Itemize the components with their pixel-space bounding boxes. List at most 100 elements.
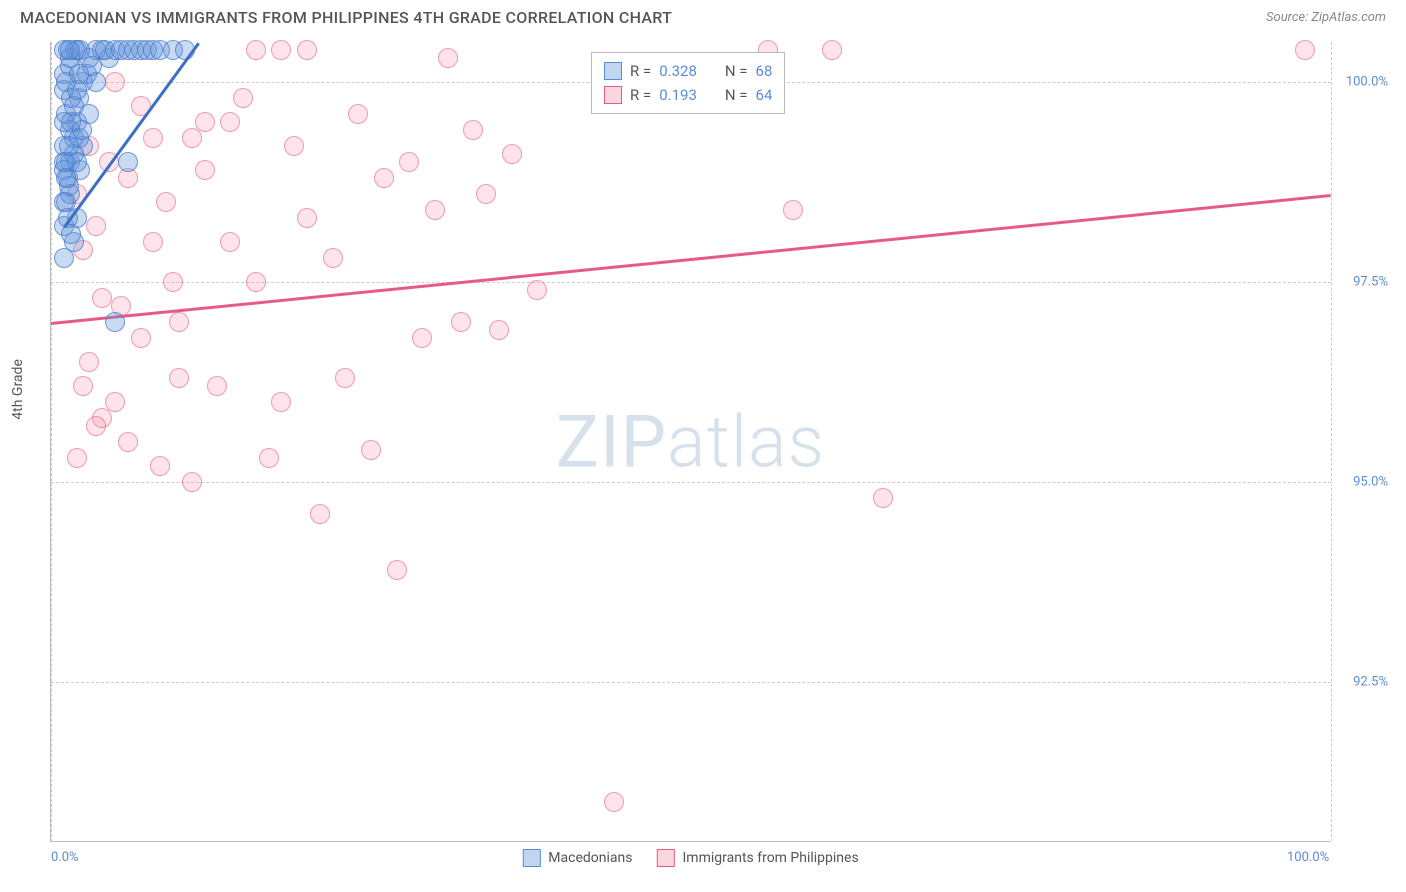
chart-container: 4th Grade ZIPatlas 92.5%95.0%97.5%100.0%… [50,42,1390,842]
data-point [156,192,176,212]
data-point [348,104,368,124]
data-point [387,560,407,580]
chart-title: MACEDONIAN VS IMMIGRANTS FROM PHILIPPINE… [20,8,672,27]
data-point [105,392,125,412]
data-point [54,248,74,268]
plot-area: ZIPatlas 92.5%95.0%97.5%100.0%0.0%100.0%… [50,42,1330,842]
legend-label: Immigrants from Philippines [682,850,858,866]
stats-r-label: R = [630,59,651,83]
data-point [438,48,458,68]
gridline-horizontal [51,682,1331,683]
data-point [335,368,355,388]
data-point [271,392,291,412]
data-point [489,320,509,340]
data-point [323,248,343,268]
data-point [297,40,317,60]
data-point [873,488,893,508]
stats-n-value: 64 [756,83,773,107]
data-point [73,376,93,396]
trend-line [51,194,1331,324]
data-point [361,440,381,460]
data-point [451,312,471,332]
data-point [527,280,547,300]
data-point [195,160,215,180]
stats-n-label: N = [725,59,748,83]
data-point [259,448,279,468]
data-point [169,312,189,332]
legend-label: Macedonians [548,850,632,866]
y-axis-label: 4th Grade [10,359,26,420]
data-point [502,144,522,164]
legend-swatch [522,849,540,867]
data-point [783,200,803,220]
data-point [67,448,87,468]
data-point [604,792,624,812]
chart-source: Source: ZipAtlas.com [1266,10,1386,25]
data-point [182,128,202,148]
legend-item: Immigrants from Philippines [656,849,858,867]
data-point [143,232,163,252]
data-point [374,168,394,188]
data-point [284,136,304,156]
data-point [59,136,79,156]
x-tick-label: 100.0% [1287,850,1329,865]
data-point [425,200,445,220]
gridline-horizontal [51,282,1331,283]
data-point [105,312,125,332]
data-point [118,432,138,452]
legend-item: Macedonians [522,849,632,867]
stats-box: R = 0.328 N = 68 R = 0.193 N = 64 [591,52,785,114]
stats-row: R = 0.193 N = 64 [604,83,772,107]
stats-n-value: 68 [756,59,773,83]
y-tick-label: 100.0% [1336,75,1388,90]
stats-row: R = 0.328 N = 68 [604,59,772,83]
data-point [69,64,89,84]
watermark: ZIPatlas [556,399,825,484]
data-point [297,208,317,228]
gridline-horizontal [51,482,1331,483]
y-tick-label: 97.5% [1336,275,1388,290]
watermark-light: atlas [667,399,825,484]
data-point [56,168,76,188]
legend-swatch [656,849,674,867]
stats-r-value: 0.328 [659,59,697,83]
data-point [169,368,189,388]
data-point [163,272,183,292]
x-tick-label: 0.0% [51,850,79,865]
data-point [131,328,151,348]
data-point [86,416,106,436]
data-point [150,456,170,476]
y-tick-label: 95.0% [1336,475,1388,490]
y-tick-label: 92.5% [1336,675,1388,690]
data-point [1295,40,1315,60]
data-point [463,120,483,140]
data-point [399,152,419,172]
stats-r-label: R = [630,83,651,107]
data-point [233,88,253,108]
data-point [246,272,266,292]
data-point [246,40,266,60]
gridline-vertical [51,42,52,842]
data-point [92,288,112,308]
data-point [118,152,138,172]
data-point [220,232,240,252]
bottom-legend: Macedonians Immigrants from Philippines [522,849,858,867]
stats-n-label: N = [725,83,748,107]
data-point [271,40,291,60]
data-point [476,184,496,204]
stats-swatch [604,86,622,104]
gridline-vertical [1331,42,1332,842]
data-point [143,128,163,148]
data-point [105,72,125,92]
watermark-bold: ZIP [556,399,667,484]
stats-swatch [604,62,622,80]
data-point [412,328,432,348]
stats-r-value: 0.193 [659,83,697,107]
data-point [822,40,842,60]
data-point [220,112,240,132]
data-point [86,216,106,236]
data-point [182,472,202,492]
data-point [207,376,227,396]
data-point [310,504,330,524]
data-point [79,352,99,372]
